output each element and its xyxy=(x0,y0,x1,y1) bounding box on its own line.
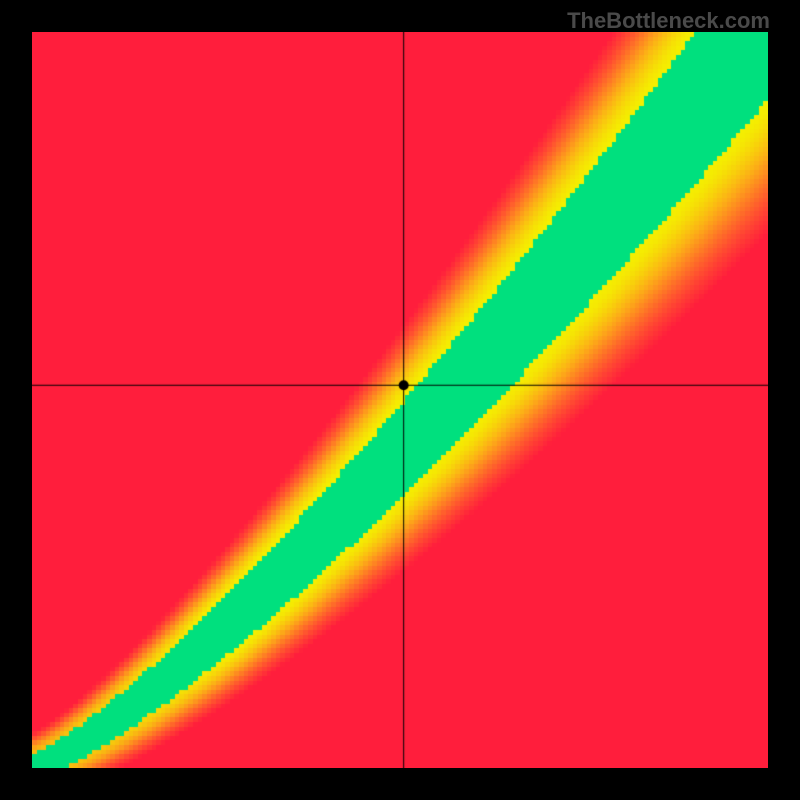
heatmap-canvas xyxy=(32,32,768,768)
plot-area xyxy=(32,32,768,768)
watermark-text: TheBottleneck.com xyxy=(567,8,770,34)
chart-container: TheBottleneck.com xyxy=(0,0,800,800)
